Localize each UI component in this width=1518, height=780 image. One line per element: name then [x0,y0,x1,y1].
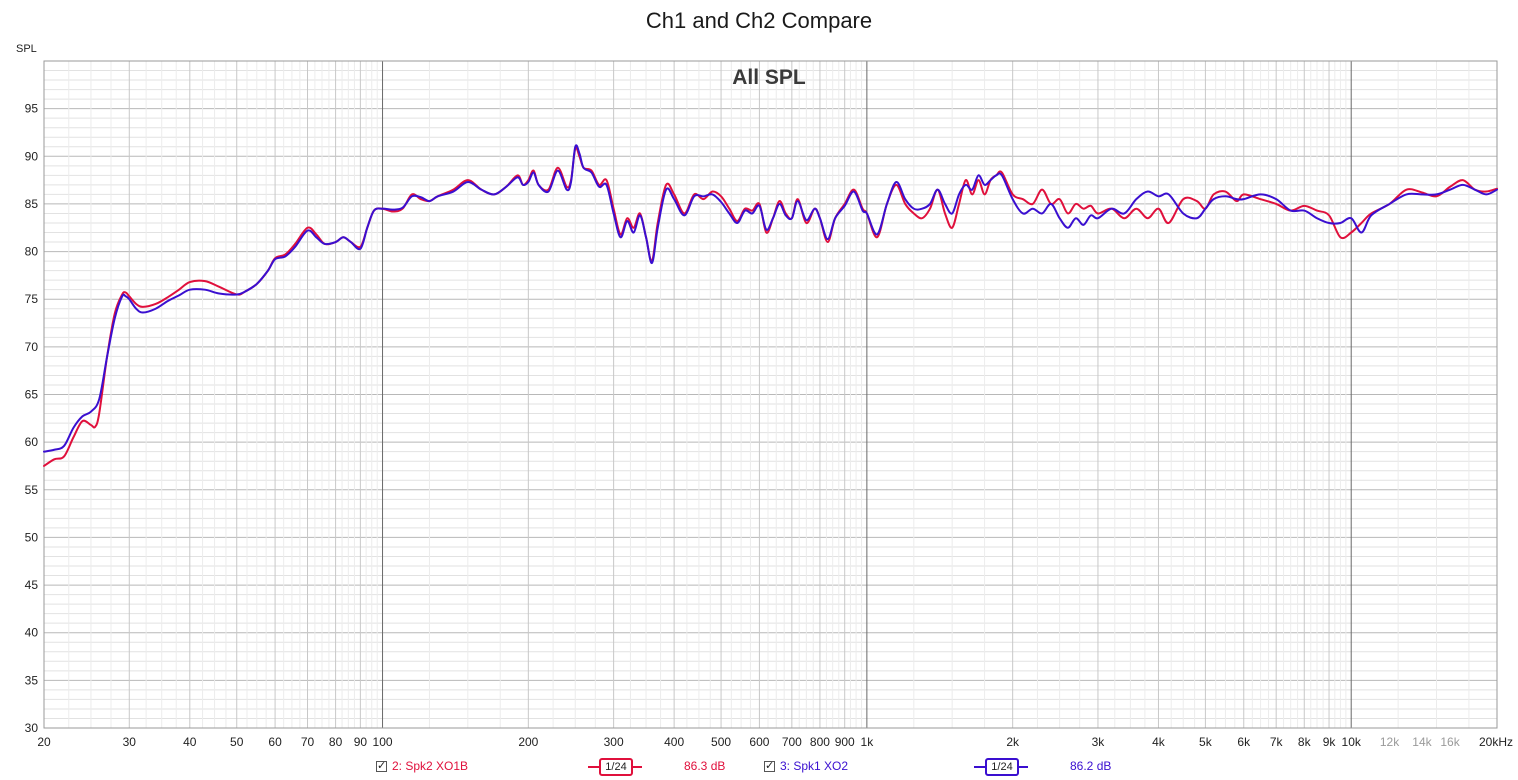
x-tick-label: 40 [183,735,197,749]
legend-2-level-value: 86.2 dB [1070,759,1112,773]
legend-1-smoothing-value: 1/24 [599,758,633,776]
legend-1-level: 86.3 dB [684,756,725,776]
grid-lines [43,60,1498,729]
x-tick-label: 16k [1440,735,1460,749]
x-tick-label: 100 [373,735,393,749]
x-tick-label: 20 [37,735,51,749]
y-tick-label: 90 [25,149,39,163]
y-tick-label: 45 [25,578,39,592]
legend-1-level-value: 86.3 dB [684,759,726,773]
x-tick-label: 500 [711,735,731,749]
legend-item-1: 2: Spk2 XO1B [376,756,468,776]
legend-2-level: 86.2 dB [1070,756,1111,776]
legend-2-smoothing[interactable]: 1/24 [974,756,1028,776]
y-axis-label: SPL [16,43,37,55]
x-tick-label: 7k [1270,735,1284,749]
x-tick-label: 90 [354,735,368,749]
series-line-1 [43,146,1498,467]
x-tick-label: 10k [1342,735,1362,749]
x-tick-label: 70 [301,735,315,749]
legend-2-smoothing-value: 1/24 [985,758,1019,776]
x-tick-label: 8k [1298,735,1312,749]
legend-1-label: 2: Spk2 XO1B [392,759,469,773]
x-tick-label: 600 [749,735,769,749]
x-tick-label: 3k [1092,735,1106,749]
x-tick-label: 300 [604,735,624,749]
x-tick-label: 700 [782,735,802,749]
x-tick-label: 12k [1380,735,1400,749]
y-tick-label: 40 [25,626,39,640]
x-tick-label: 20kHz [1479,735,1513,749]
x-tick-label: 400 [664,735,684,749]
y-tick-label: 80 [25,245,39,259]
x-tick-label: 80 [329,735,343,749]
plot-frame [43,60,1498,729]
y-tick-label: 30 [25,721,39,735]
x-tick-label: 4k [1152,735,1166,749]
x-tick-label: 800 [810,735,830,749]
y-tick-label: 35 [25,673,39,687]
x-tick-label: 60 [268,735,282,749]
legend-item-2: 3: Spk1 XO2 [764,756,848,776]
y-tick-label: 75 [25,292,39,306]
legend-1-checkbox[interactable] [376,759,387,772]
x-tick-label: 9k [1323,735,1337,749]
x-tick-label: 50 [230,735,244,749]
x-tick-label: 5k [1199,735,1213,749]
x-tick-label: 200 [518,735,538,749]
y-tick-label: 65 [25,388,39,402]
plot-subtitle: All SPL [732,66,806,89]
y-tick-label: 95 [25,102,39,116]
chart-title: Ch1 and Ch2 Compare [645,8,873,33]
legend-2-checkbox[interactable] [764,759,775,772]
y-tick-label: 50 [25,530,39,544]
x-tick-label: 6k [1237,735,1251,749]
x-tick-label: 1k [861,735,875,749]
y-tick-label: 60 [25,435,39,449]
y-tick-labels: 30 35 40 45 50 55 60 65 70 75 80 85 90 95 [25,102,39,735]
y-tick-label: 85 [25,197,39,211]
legend-1-smoothing[interactable]: 1/24 [588,756,642,776]
y-tick-label: 70 [25,340,39,354]
x-tick-label: 2k [1006,735,1020,749]
x-tick-label: 14k [1412,735,1432,749]
series-line-2 [43,144,1498,453]
x-tick-label: 900 [835,735,855,749]
legend-2-label: 3: Spk1 XO2 [780,759,849,773]
y-tick-label: 55 [25,483,39,497]
x-tick-labels: 20 30 40 50 60 70 80 90 100 200 300 400 500 600 700 800… [37,735,1513,749]
x-tick-label: 30 [123,735,137,749]
series-lines [43,144,1498,467]
